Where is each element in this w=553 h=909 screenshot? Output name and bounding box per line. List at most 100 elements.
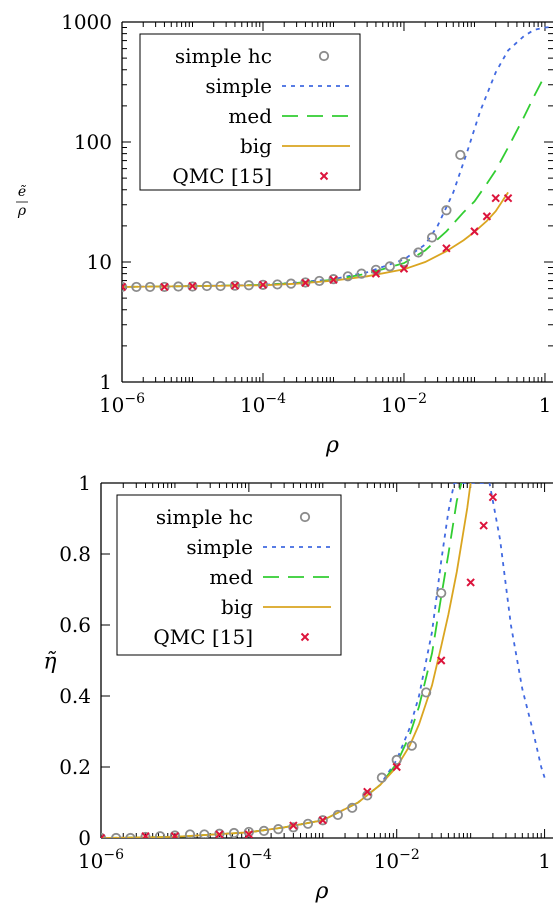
x-tick-base: 10 (381, 393, 406, 417)
data-point-circle (436, 587, 447, 599)
data-point-circle (272, 279, 283, 290)
legend-label: simple hc (156, 505, 253, 529)
x-tick-label: 10−6 (78, 847, 124, 873)
data-point-circle (243, 280, 254, 291)
legend-label: QMC [15] (153, 625, 253, 649)
x-tick-label: 1 (538, 849, 551, 873)
data-point-circle (455, 149, 466, 161)
y-tick-label: 1 (99, 370, 112, 394)
data-point-circle (125, 832, 136, 838)
x-tick-exponent: −6 (103, 847, 124, 863)
data-point-circle (199, 829, 210, 838)
x-tick-base: 10 (78, 849, 103, 873)
plot-area (101, 483, 546, 838)
data-point-circle (398, 256, 410, 268)
data-point-circle (300, 277, 311, 288)
data-point-circle (169, 830, 181, 838)
data-point-circle (314, 275, 325, 287)
y-tick-label: 0.2 (59, 755, 91, 779)
series-line-simple (122, 26, 553, 288)
data-point-cross (363, 787, 372, 797)
y-tick-label: 1000 (61, 10, 112, 34)
x-tick-label: 10−6 (99, 391, 145, 417)
legend-label: simple hc (175, 44, 272, 68)
x-tick-base: 10 (226, 849, 251, 873)
data-point-circle (332, 809, 343, 821)
x-axis-label: ρ (325, 433, 339, 458)
y-tick-label: 0.6 (59, 613, 91, 637)
data-point-circle (144, 281, 156, 293)
x-axis-label: ρ (315, 879, 329, 904)
x-tick-label: 10−2 (374, 847, 420, 873)
data-point-circle (302, 818, 314, 829)
data-point-circle (273, 824, 284, 835)
data-point-circle (384, 261, 395, 272)
data-point-cross (399, 264, 409, 273)
data-point-cross (329, 275, 338, 285)
data-point-cross (215, 830, 224, 838)
data-point-cross (488, 492, 498, 502)
x-tick-base: 10 (99, 393, 124, 417)
data-point-cross (437, 656, 446, 665)
legend-label: big (221, 595, 253, 619)
series-line-simple (101, 483, 546, 838)
x-tick-exponent: −2 (399, 847, 420, 863)
legend-label: med (228, 104, 272, 128)
x-tick-label: 10−4 (240, 391, 286, 417)
x-tick-label: 10−2 (381, 391, 427, 417)
y-tick-label: 100 (74, 130, 112, 154)
legend-label: QMC [15] (172, 164, 272, 188)
data-point-circle (421, 687, 432, 698)
data-point-circle (184, 829, 196, 838)
x-tick-exponent: −4 (265, 391, 286, 407)
y-axis-label-denominator: ρ (17, 203, 27, 219)
x-tick-exponent: −4 (251, 847, 272, 863)
data-point-circle (159, 281, 170, 293)
data-point-circle (187, 281, 198, 292)
data-point-circle (413, 247, 424, 258)
data-point-circle (140, 831, 151, 838)
data-point-cross (188, 281, 197, 291)
data-point-cross (371, 269, 381, 278)
data-point-cross (491, 194, 500, 203)
data-point-circle (391, 754, 402, 766)
y-axis-label: η̃ (43, 650, 56, 675)
legend-label: med (209, 565, 253, 589)
data-point-circle (229, 280, 241, 291)
plot-area (122, 26, 553, 293)
data-point-circle (131, 281, 142, 293)
x-tick-base: 1 (538, 849, 551, 873)
series-line-big (122, 191, 509, 288)
data-point-circle (201, 280, 212, 292)
data-point-circle (214, 828, 225, 838)
data-point-cross (101, 833, 106, 838)
legend: simple hc simple med big QMC [15] (139, 33, 361, 191)
data-point-circle (318, 50, 330, 62)
y-tick-label: 0 (78, 826, 91, 850)
legend-label: simple (186, 535, 253, 559)
y-tick-label: 0.4 (59, 684, 91, 708)
y-tick-label: 0.8 (59, 542, 91, 566)
data-point-cross (442, 244, 451, 253)
data-point-cross (479, 521, 488, 530)
x-tick-base: 10 (374, 849, 399, 873)
data-point-circle (101, 832, 107, 838)
legend-label: simple (205, 74, 272, 98)
data-point-circle (243, 826, 254, 838)
x-tick-label: 10−4 (226, 847, 272, 873)
x-tick-exponent: −2 (406, 391, 427, 407)
data-point-circle (317, 815, 328, 826)
data-point-circle (215, 280, 226, 292)
data-point-circle (299, 511, 311, 523)
data-point-cross (466, 578, 475, 587)
legend: simple hc simple med big QMC [15] (116, 494, 342, 656)
data-point-cross (503, 194, 513, 203)
data-point-cross (300, 632, 310, 642)
y-tick-label: 10 (87, 250, 112, 274)
data-point-circle (110, 832, 122, 838)
x-tick-base: 10 (240, 393, 265, 417)
series-line-big (101, 483, 472, 838)
x-tick-exponent: −6 (124, 391, 145, 407)
